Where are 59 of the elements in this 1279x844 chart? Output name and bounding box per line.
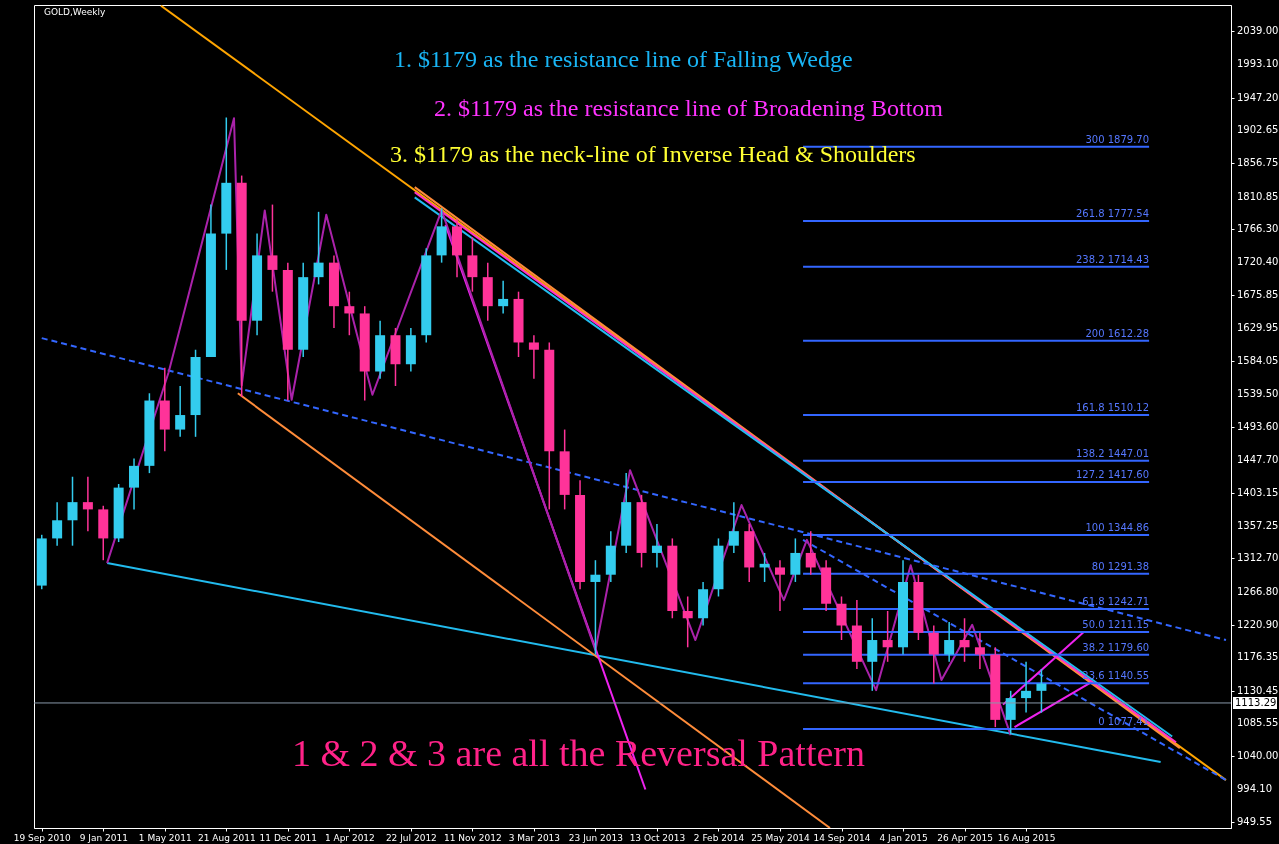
x-tick-label: 16 Aug 2015 (997, 832, 1056, 843)
y-tick-label: 1357.25 (1237, 519, 1279, 531)
annotation: 50.0 1211.15 (1082, 618, 1150, 630)
y-tick-label: 949.55 (1237, 815, 1272, 827)
x-tick-label: 13 Oct 2013 (629, 832, 686, 843)
x-tick-label: 23 Jun 2013 (568, 832, 623, 843)
y-tick-label: 1447.70 (1237, 454, 1279, 466)
x-tick-label: 1 Apr 2012 (324, 832, 375, 843)
x-tick-label: 11 Dec 2011 (259, 832, 318, 843)
annotation: 3. $1179 as the neck-line of Inverse Head & Shoulders (390, 141, 916, 167)
ref-line-label: 1113.29 (1235, 696, 1277, 708)
y-tick-label: 1266.80 (1237, 585, 1279, 597)
y-tick-label: 1403.15 (1237, 486, 1279, 498)
x-tick-label: 19 Sep 2010 (13, 832, 72, 843)
annotation: 100 1344.86 (1085, 521, 1150, 533)
y-tick-label: 1902.65 (1237, 124, 1279, 136)
y-tick-label: 2039.00 (1237, 25, 1279, 37)
x-tick-label: 9 Jan 2011 (79, 832, 128, 843)
x-tick-label: 3 Mar 2013 (508, 832, 561, 843)
y-tick-label: 1675.85 (1237, 288, 1279, 300)
y-tick-label: 1130.45 (1237, 684, 1279, 696)
y-tick-label: 1629.95 (1237, 321, 1279, 333)
x-tick-label: 21 Aug 2011 (197, 832, 256, 843)
y-tick-label: 1993.10 (1237, 58, 1279, 70)
annotation: 127.2 1417.60 (1075, 469, 1150, 481)
y-tick-label: 1176.35 (1237, 651, 1279, 663)
annotation: 80 1291.38 (1091, 560, 1150, 572)
y-tick-label: 1040.00 (1237, 750, 1279, 762)
annotation: 61.8 1242.71 (1082, 596, 1150, 608)
y-tick-label: 1856.75 (1237, 157, 1279, 169)
y-tick-label: 1493.60 (1237, 420, 1279, 432)
y-tick-label: 1085.55 (1237, 717, 1279, 729)
y-tick-label: 1312.70 (1237, 552, 1279, 564)
y-tick-label: 1720.40 (1237, 256, 1279, 268)
annotation: 200 1612.28 (1085, 327, 1150, 339)
x-tick-label: 4 Jan 2015 (879, 832, 928, 843)
y-tick-label: 1539.50 (1237, 387, 1279, 399)
chart-title: GOLD,Weekly (44, 7, 107, 17)
x-tick-label: 2 Feb 2014 (693, 832, 745, 843)
y-tick-label: 994.10 (1237, 783, 1272, 795)
x-tick-label: 22 Jul 2012 (385, 832, 437, 843)
x-tick-label: 11 Nov 2012 (444, 832, 502, 843)
y-tick-label: 1766.30 (1237, 223, 1279, 235)
annotation: 1. $1179 as the resistance line of Falling Wedge (394, 46, 853, 72)
x-tick-label: 1 May 2011 (138, 832, 192, 843)
x-tick-label: 26 Apr 2015 (937, 832, 993, 843)
x-tick-label: 14 Sep 2014 (813, 832, 871, 843)
y-tick-label: 1220.90 (1237, 618, 1279, 630)
y-tick-label: 1584.05 (1237, 355, 1279, 367)
x-tick-label: 25 May 2014 (751, 832, 811, 843)
annotation: 300 1879.70 (1085, 133, 1150, 145)
annotation: 261.8 1777.54 (1075, 207, 1150, 219)
annotation: 138.2 1447.01 (1075, 447, 1150, 459)
annotation: 238.2 1714.43 (1075, 253, 1150, 265)
annotation: 161.8 1510.12 (1075, 401, 1150, 413)
annotation: 2. $1179 as the resistance line of Broadening Bottom (434, 95, 944, 121)
y-tick-label: 1947.20 (1237, 91, 1279, 103)
annotation: 38.2 1179.60 (1082, 641, 1150, 653)
y-tick-label: 1810.85 (1237, 190, 1279, 202)
